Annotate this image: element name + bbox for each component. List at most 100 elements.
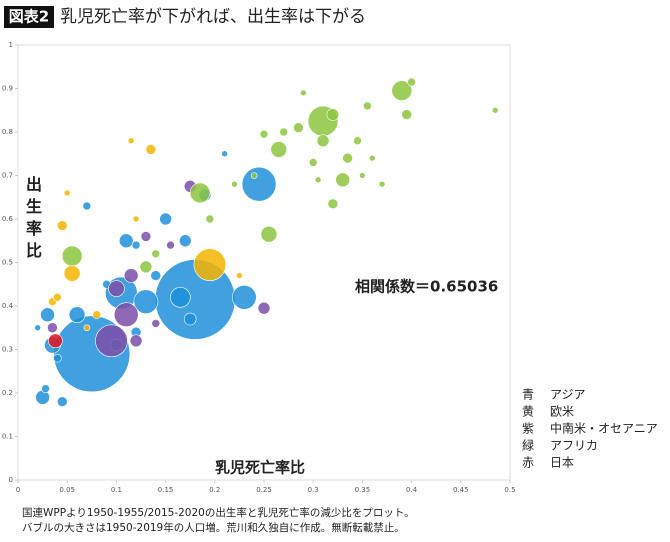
annotation: 相関係数＝0.65036: [355, 278, 498, 296]
bubble: [205, 214, 215, 224]
bubble: [342, 152, 353, 164]
legend-label: 欧米: [550, 405, 574, 419]
y-tick-label: 0.6: [2, 215, 14, 223]
badge: 図表2: [9, 8, 49, 26]
bubble: [183, 312, 197, 326]
bubble: [378, 180, 386, 188]
bubble: [127, 137, 135, 144]
x-tick-label: 0.05: [59, 486, 75, 494]
bubble: [53, 292, 62, 302]
bubble: [293, 122, 304, 133]
bubble: [259, 129, 269, 139]
bubble: [63, 189, 71, 197]
bubble: [56, 220, 68, 231]
bubble: [53, 353, 62, 363]
footnote: バブルの大きさは1950-2019年の人口増。荒川和久独自に作成。無断転載禁止。: [22, 521, 405, 534]
x-tick-label: 0.1: [111, 486, 122, 494]
bubble: [391, 80, 413, 101]
x-tick-label: 0: [16, 486, 20, 494]
bubble: [335, 172, 351, 188]
bubble: [279, 127, 288, 137]
bubble: [159, 212, 172, 226]
bubble: [131, 240, 141, 250]
bubble: [139, 260, 153, 274]
bubble: [113, 302, 139, 328]
legend-color: 紫: [522, 422, 534, 436]
legend-color: 青: [522, 388, 534, 402]
y-tick-label: 0.7: [2, 172, 13, 180]
bubble: [123, 268, 139, 283]
y-tick-label: 0.5: [2, 259, 13, 267]
bubble: [250, 172, 258, 179]
bubble: [308, 158, 318, 167]
y-tick-label: 0.8: [2, 128, 13, 136]
x-axis-label: 乳児死亡率比: [215, 459, 305, 477]
x-tick-label: 0.5: [504, 486, 515, 494]
y-tick-label: 0: [9, 476, 13, 484]
bubble: [491, 106, 499, 114]
bubble: [407, 77, 416, 87]
bubble: [221, 150, 228, 158]
bubble: [178, 234, 192, 248]
bubble: [92, 310, 102, 320]
bubble: [260, 225, 278, 243]
bubble: [56, 396, 68, 408]
legend-label: 日本: [550, 456, 574, 470]
bubble: [108, 280, 125, 297]
bubble: [316, 134, 330, 147]
bubble: [193, 248, 227, 281]
bubble: [150, 270, 162, 281]
bubble: [300, 89, 307, 97]
bubble: [118, 233, 134, 249]
legend-label: アフリカ: [550, 439, 598, 453]
bubble: [48, 333, 63, 349]
bubble: [232, 284, 257, 310]
y-tick-label: 0.1: [2, 433, 13, 441]
bubble: [151, 249, 161, 259]
x-tick-label: 0.4: [406, 486, 418, 494]
bubble: [326, 108, 340, 121]
legend-color: 黄: [522, 405, 534, 419]
bubble: [95, 324, 128, 358]
bubble: [82, 201, 92, 211]
bubble: [353, 136, 362, 145]
x-tick-label: 0.45: [453, 486, 469, 494]
bubble: [189, 182, 211, 204]
y-axis-label: 出生率比: [23, 176, 42, 264]
bubble: [145, 144, 157, 155]
bubble: [166, 240, 175, 250]
bubble: [83, 324, 91, 332]
bubble: [236, 272, 243, 279]
bubble: [314, 176, 322, 184]
x-tick-label: 0.3: [308, 486, 319, 494]
bubble: [231, 180, 238, 188]
bubble: [140, 231, 152, 242]
badge-bg: [4, 6, 54, 28]
y-tick-label: 0.2: [2, 389, 13, 397]
legend-label: 中南米・オセアニア: [550, 421, 658, 436]
bubble: [270, 141, 288, 158]
x-tick-label: 0.2: [209, 486, 220, 494]
bubble: [133, 289, 159, 314]
bubble: [401, 109, 412, 120]
bubble: [359, 172, 366, 179]
bubble: [34, 324, 41, 332]
y-tick-label: 0.3: [2, 346, 13, 354]
chart-title: 乳児死亡率が下がれば、出生率は下がる: [60, 7, 366, 27]
y-tick-label: 0.9: [2, 85, 13, 93]
bubble: [61, 245, 83, 267]
legend-color: 赤: [522, 456, 534, 470]
x-tick-label: 0.15: [158, 486, 174, 494]
legend-color: 緑: [522, 438, 534, 453]
bubble: [41, 384, 50, 393]
legend-label: アジア: [550, 388, 586, 402]
y-tick-label: 1: [9, 41, 13, 49]
footnote: 国連WPPより1950-1955/2015-2020の出生率と乳児死亡率の減少比…: [22, 506, 415, 519]
bubble: [151, 319, 161, 328]
bubble: [327, 198, 339, 210]
bubble: [63, 265, 81, 282]
x-tick-label: 0.25: [256, 486, 272, 494]
bubble: [47, 322, 58, 334]
